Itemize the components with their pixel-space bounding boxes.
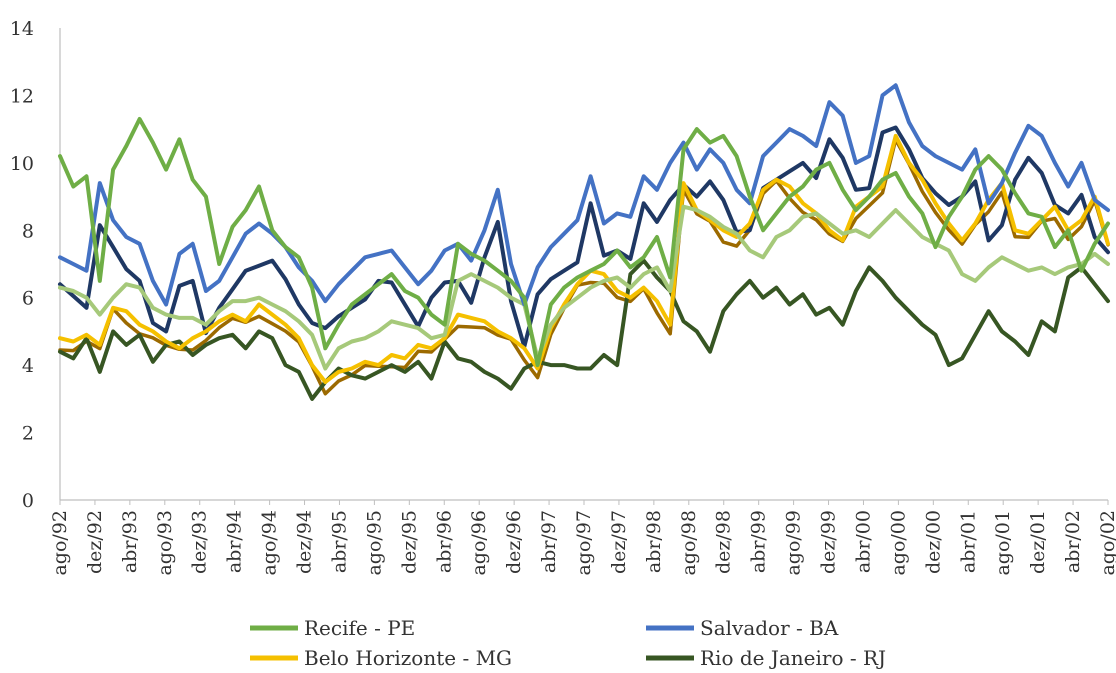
x-tick-label: ago/99 xyxy=(783,510,805,576)
x-tick-label: abr/96 xyxy=(433,510,455,573)
x-tick-label: abr/93 xyxy=(119,510,141,573)
x-tick-label: dez/97 xyxy=(608,510,630,574)
series-line-rio-de-janeiro xyxy=(58,258,1110,401)
x-tick-label: dez/96 xyxy=(503,510,525,574)
x-tick-label: ago/92 xyxy=(49,510,71,576)
y-tick-label: 4 xyxy=(22,355,34,377)
legend-label: Salvador - BA xyxy=(700,616,839,640)
x-tick-label: dez/98 xyxy=(713,510,735,574)
x-tick-label: ago/94 xyxy=(259,510,281,576)
x-tick-label: ago/98 xyxy=(678,510,700,576)
x-tick-label: dez/92 xyxy=(84,510,106,574)
y-tick-label: 6 xyxy=(22,288,34,310)
x-tick-label: abr/94 xyxy=(224,510,246,573)
y-tick-label: 0 xyxy=(22,490,34,512)
x-tick-label: abr/98 xyxy=(643,510,665,573)
y-tick-label: 12 xyxy=(10,85,34,107)
x-tick-label: dez/93 xyxy=(189,510,211,574)
x-tick-label: abr/01 xyxy=(957,510,979,573)
x-tick-label: ago/96 xyxy=(468,510,490,576)
x-tick-label: ago/95 xyxy=(363,510,385,576)
y-tick-label: 14 xyxy=(10,18,34,40)
x-tick-label: dez/99 xyxy=(818,510,840,574)
y-tick-label: 2 xyxy=(22,423,34,445)
y-tick-label: 8 xyxy=(22,220,34,242)
series-line-belo-horizonte xyxy=(58,133,1110,384)
y-tick-label: 10 xyxy=(10,153,34,175)
x-tick-label: dez/00 xyxy=(922,510,944,574)
x-tick-label: ago/93 xyxy=(154,510,176,576)
legend-label: Belo Horizonte - MG xyxy=(304,646,512,670)
y-axis: 0 2 4 6 8 10 12 14 xyxy=(10,18,61,512)
legend-label: Rio de Janeiro - RJ xyxy=(700,646,886,670)
x-tick-label: dez/01 xyxy=(1027,510,1049,574)
x-tick-label: abr/95 xyxy=(328,510,350,573)
x-tick-label: ago/00 xyxy=(887,510,909,576)
x-tick-label: ago/01 xyxy=(992,510,1014,576)
x-axis: ago/92 dez/92 abr/93 ago/93 dez/93 abr/94 ago/… xyxy=(49,499,1116,576)
x-tick-label: dez/95 xyxy=(398,510,420,574)
x-tick-label: dez/94 xyxy=(294,510,316,574)
series-line-salvador xyxy=(58,83,1110,307)
series-line-recife xyxy=(58,117,1110,368)
x-tick-label: ago/02 xyxy=(1097,510,1116,576)
x-tick-label: abr/99 xyxy=(748,510,770,573)
x-tick-label: abr/02 xyxy=(1062,510,1084,573)
legend: Recife - PE Salvador - BA Belo Horizonte -… xyxy=(250,616,886,670)
series-line-salvador-variant xyxy=(58,125,1110,349)
x-tick-label: ago/97 xyxy=(573,510,595,576)
x-tick-label: abr/97 xyxy=(538,510,560,573)
x-tick-label: abr/00 xyxy=(852,510,874,573)
legend-label: Recife - PE xyxy=(304,616,415,640)
series-line-bh-variant xyxy=(58,137,1110,396)
plot-area xyxy=(58,83,1110,401)
